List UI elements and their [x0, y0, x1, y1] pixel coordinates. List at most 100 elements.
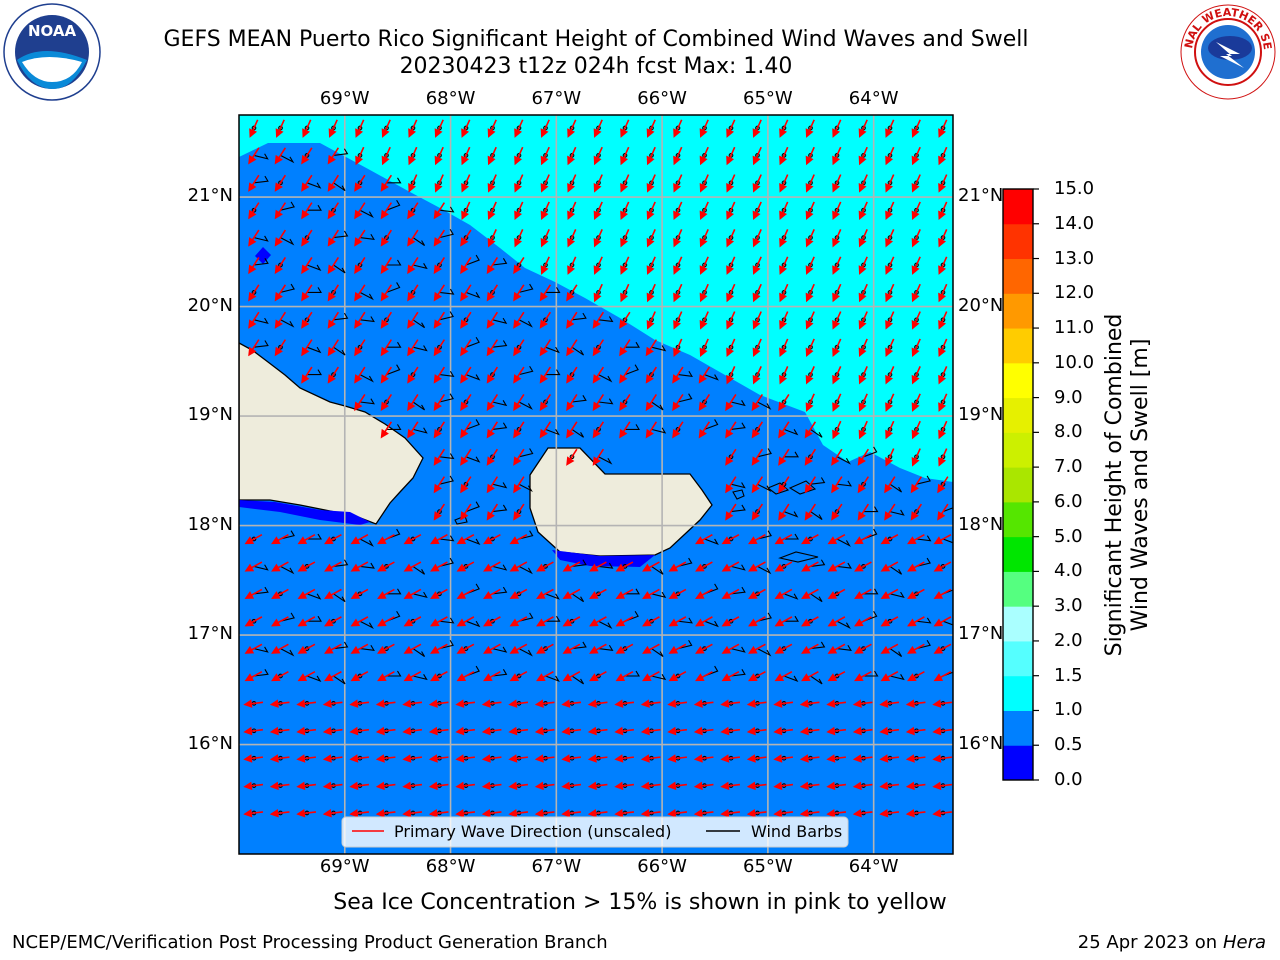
wave-arrowhead — [483, 591, 493, 599]
wave-arrowhead — [243, 754, 253, 763]
wave-arrowhead — [567, 210, 576, 221]
wind-barb — [412, 648, 426, 657]
wave-arrowhead — [350, 618, 361, 627]
lat-label-left: 19°N — [187, 404, 233, 426]
wave-arrowhead — [699, 320, 708, 330]
wave-arrowhead — [481, 726, 491, 736]
wave-arrowhead — [509, 591, 520, 599]
wind-barb — [437, 509, 442, 514]
wind-barb — [490, 454, 495, 460]
wave-arrowhead — [720, 754, 730, 763]
wind-barb — [863, 506, 879, 513]
wave-arrowhead — [487, 210, 496, 221]
wind-barb — [810, 641, 826, 650]
wave-arrowhead — [751, 483, 760, 494]
wave-arrowhead — [773, 808, 783, 818]
colorbar-segment — [1003, 432, 1033, 468]
wave-arrowhead — [884, 511, 893, 521]
wind-barb — [598, 398, 614, 405]
wind-barb — [253, 235, 269, 242]
wind-barb — [571, 641, 587, 650]
wave-arrowhead — [905, 781, 915, 791]
wave-arrowhead — [274, 209, 283, 220]
wave-arrowhead — [375, 726, 385, 736]
colorbar-tick-label: 14.0 — [1054, 212, 1095, 234]
wave-arrowhead — [699, 292, 708, 303]
wind-barb — [571, 428, 585, 438]
wave-arrowhead — [726, 237, 735, 248]
wind-barb — [781, 481, 787, 487]
wind-barb — [810, 675, 823, 685]
wave-arrowhead — [248, 319, 257, 329]
wave-arrowhead — [826, 808, 836, 818]
wind-barb — [940, 646, 946, 651]
wave-arrowhead — [642, 645, 652, 654]
map-legend: Primary Wave Direction (unscaled) Wind B… — [341, 816, 849, 848]
wave-arrowhead — [673, 128, 682, 138]
wave-arrowhead — [646, 320, 655, 330]
wave-arrowhead — [885, 128, 894, 138]
wind-barb — [304, 153, 310, 158]
wave-arrowhead — [592, 374, 601, 384]
wave-arrowhead — [243, 808, 253, 818]
wave-arrowhead — [911, 347, 920, 358]
wave-arrowhead — [799, 699, 809, 708]
wave-arrowhead — [461, 183, 470, 193]
wave-arrowhead — [615, 645, 626, 654]
colorbar-segment — [1003, 293, 1033, 329]
wave-arrowhead — [567, 237, 576, 248]
wave-arrowhead — [805, 292, 814, 303]
wave-arrowhead — [620, 183, 629, 193]
wind-barb — [490, 372, 495, 377]
wave-arrowhead — [589, 618, 599, 627]
wind-barb — [492, 422, 508, 430]
wind-barb — [571, 312, 587, 321]
wave-arrowhead — [885, 265, 894, 275]
wave-arrowhead — [725, 483, 734, 494]
wave-arrowhead — [880, 591, 891, 599]
wind-barb — [836, 456, 851, 465]
legend-wave-label: Primary Wave Direction (unscaled) — [394, 822, 671, 841]
wind-barb — [569, 454, 575, 460]
wave-arrowhead — [693, 754, 703, 763]
lon-label-bottom: 66°W — [637, 856, 687, 877]
wave-arrowhead — [699, 265, 708, 275]
wave-arrowhead — [726, 128, 735, 138]
wave-arrowhead — [854, 563, 864, 572]
wave-arrowhead — [456, 673, 467, 682]
wind-barb — [863, 446, 878, 458]
wave-arrowhead — [619, 346, 628, 357]
wave-arrowhead — [646, 210, 655, 221]
wave-arrowhead — [513, 264, 522, 275]
colorbar-tick-label: 7.0 — [1054, 456, 1083, 478]
wave-arrowhead — [561, 781, 571, 791]
wind-barb — [278, 591, 283, 597]
wave-arrowhead — [269, 754, 279, 763]
wind-barb — [307, 615, 322, 622]
wave-arrowhead — [248, 264, 257, 275]
wind-barb — [518, 448, 534, 458]
wind-barb — [596, 344, 601, 350]
wave-arrowhead — [773, 699, 783, 708]
wind-barb — [278, 180, 283, 186]
wave-arrowhead — [932, 726, 942, 736]
lon-label-top: 65°W — [743, 88, 793, 109]
wind-barb — [543, 564, 548, 569]
wind-barb — [306, 264, 322, 272]
colorbar-tick-label: 0.5 — [1054, 734, 1083, 756]
wind-barb — [914, 509, 919, 514]
wave-arrowhead — [726, 374, 735, 385]
wave-arrowhead — [907, 645, 917, 654]
wave-arrowhead — [322, 754, 332, 763]
wave-arrowhead — [593, 183, 602, 193]
wind-barb — [730, 482, 746, 489]
wave-arrowhead — [274, 182, 283, 192]
wind-barb — [834, 673, 840, 679]
wave-arrowhead — [402, 808, 412, 818]
wave-arrowhead — [297, 536, 308, 545]
wind-barb — [836, 620, 851, 630]
lon-label-top: 68°W — [425, 88, 476, 109]
wind-barb — [916, 535, 932, 542]
wave-arrowhead — [455, 754, 465, 763]
wind-barb — [625, 424, 640, 430]
